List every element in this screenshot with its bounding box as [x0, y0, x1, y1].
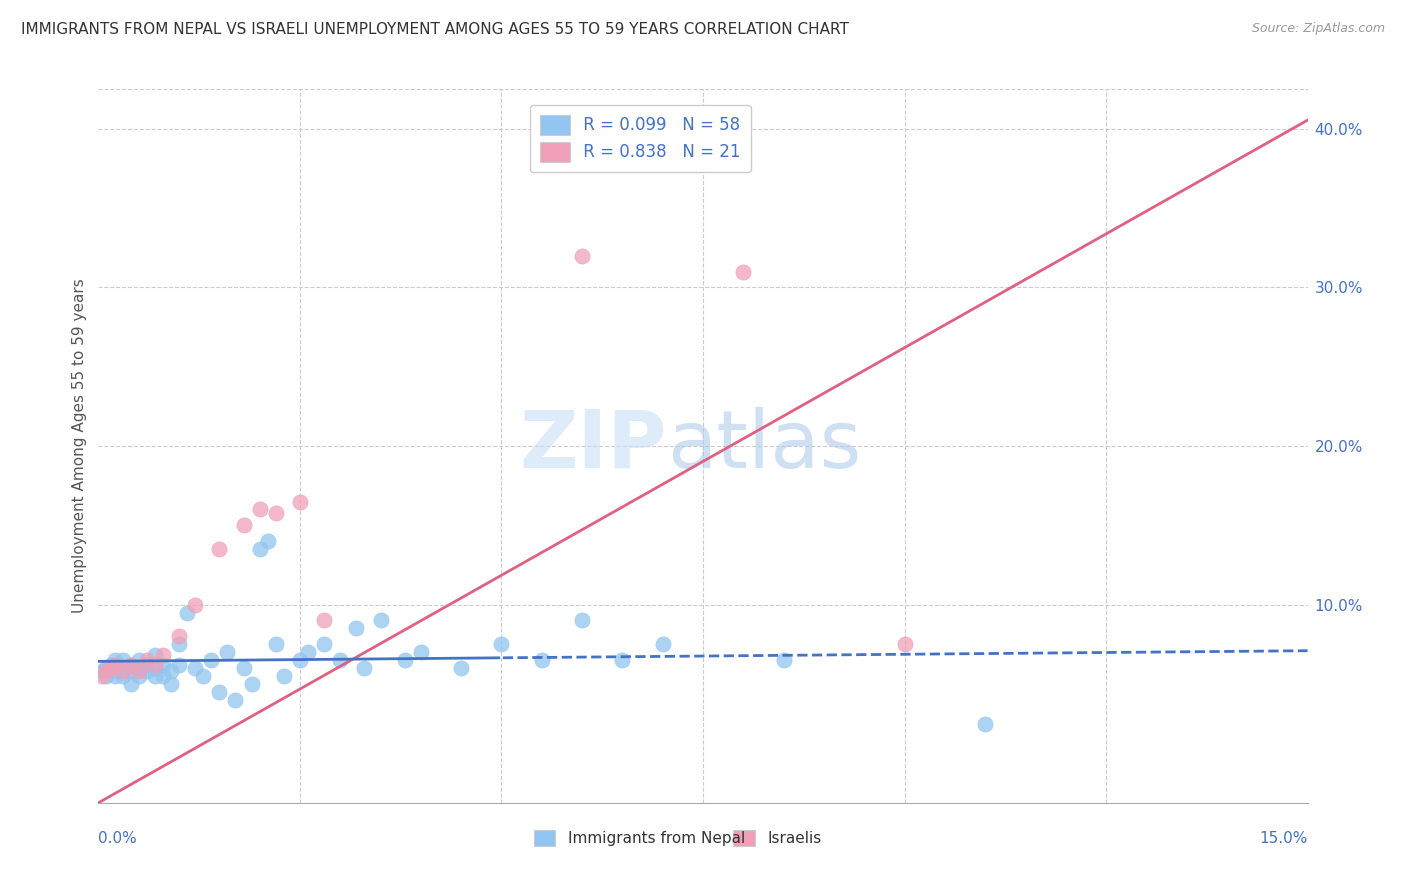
Point — [297, 645, 319, 659]
Point — [160, 677, 183, 691]
Point — [128, 664, 150, 678]
Point — [152, 648, 174, 663]
Point — [314, 614, 336, 628]
Point — [91, 669, 114, 683]
Text: 0.0%: 0.0% — [98, 831, 138, 847]
Point — [128, 669, 150, 683]
Text: Immigrants from Nepal: Immigrants from Nepal — [568, 831, 745, 846]
Point — [111, 664, 134, 678]
Point — [111, 669, 134, 683]
Point — [176, 606, 198, 620]
Legend:  R = 0.099   N = 58,  R = 0.838   N = 21: R = 0.099 N = 58, R = 0.838 N = 21 — [530, 104, 751, 172]
Point — [491, 637, 513, 651]
Point — [344, 621, 367, 635]
Point — [232, 518, 254, 533]
Point — [733, 264, 755, 278]
Point — [103, 653, 125, 667]
Y-axis label: Unemployment Among Ages 55 to 59 years: Unemployment Among Ages 55 to 59 years — [72, 278, 87, 614]
Point — [612, 653, 634, 667]
Text: IMMIGRANTS FROM NEPAL VS ISRAELI UNEMPLOYMENT AMONG AGES 55 TO 59 YEARS CORRELAT: IMMIGRANTS FROM NEPAL VS ISRAELI UNEMPLO… — [21, 22, 849, 37]
Point — [135, 653, 157, 667]
Point — [329, 653, 352, 667]
Point — [450, 661, 472, 675]
Point — [184, 598, 207, 612]
Point — [103, 669, 125, 683]
Point — [288, 494, 311, 508]
Point — [143, 669, 166, 683]
Point — [103, 657, 125, 672]
Point — [273, 669, 295, 683]
Text: Source: ZipAtlas.com: Source: ZipAtlas.com — [1251, 22, 1385, 36]
Point — [256, 534, 278, 549]
Point — [249, 542, 271, 557]
Point — [200, 653, 222, 667]
Point — [394, 653, 416, 667]
Point — [409, 645, 432, 659]
Point — [160, 664, 183, 678]
Point — [152, 669, 174, 683]
Point — [167, 629, 190, 643]
Point — [143, 657, 166, 672]
Point — [120, 664, 142, 678]
Point — [974, 716, 997, 731]
Point — [224, 692, 246, 706]
Text: 15.0%: 15.0% — [1260, 831, 1308, 847]
Point — [240, 677, 263, 691]
Point — [120, 677, 142, 691]
Point — [353, 661, 375, 675]
Point — [96, 661, 118, 675]
Point — [152, 657, 174, 672]
Text: Israelis: Israelis — [768, 831, 821, 846]
Point — [232, 661, 254, 675]
Point — [96, 664, 118, 678]
Point — [107, 661, 129, 675]
Point — [100, 661, 122, 675]
Point — [651, 637, 673, 651]
Point — [193, 669, 215, 683]
Point — [571, 614, 593, 628]
Point — [111, 664, 134, 678]
Point — [208, 542, 231, 557]
Text: atlas: atlas — [666, 407, 860, 485]
Point — [288, 653, 311, 667]
Point — [184, 661, 207, 675]
Point — [128, 653, 150, 667]
Point — [143, 661, 166, 675]
Point — [135, 664, 157, 678]
Point — [893, 637, 915, 651]
Point — [128, 661, 150, 675]
Point — [217, 645, 239, 659]
FancyBboxPatch shape — [534, 830, 555, 846]
Point — [91, 664, 114, 678]
Point — [370, 614, 392, 628]
Point — [208, 685, 231, 699]
Point — [167, 657, 190, 672]
Point — [314, 637, 336, 651]
Point — [772, 653, 794, 667]
Point — [120, 657, 142, 672]
Point — [264, 506, 287, 520]
Point — [103, 664, 125, 678]
Point — [249, 502, 271, 516]
Point — [167, 637, 190, 651]
Point — [264, 637, 287, 651]
FancyBboxPatch shape — [734, 830, 755, 846]
Point — [120, 657, 142, 672]
Point — [135, 657, 157, 672]
Point — [571, 249, 593, 263]
Point — [143, 648, 166, 663]
Point — [100, 657, 122, 672]
Point — [96, 669, 118, 683]
Text: ZIP: ZIP — [519, 407, 666, 485]
Point — [530, 653, 553, 667]
Point — [111, 653, 134, 667]
